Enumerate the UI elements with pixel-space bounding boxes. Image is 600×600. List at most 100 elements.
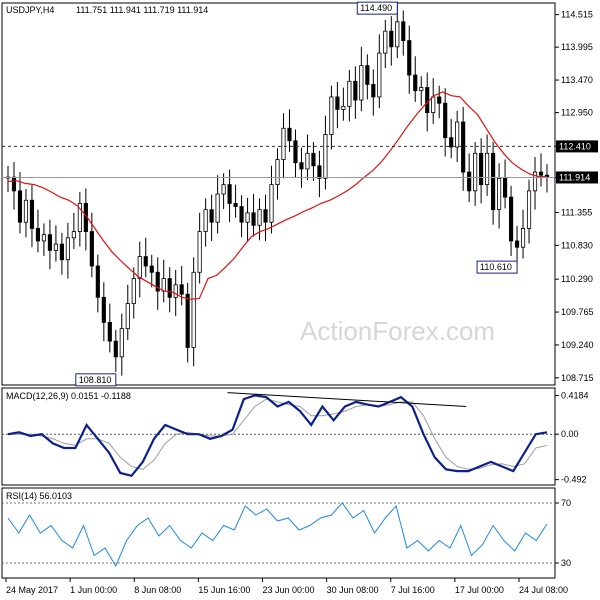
candle-body (365, 65, 370, 85)
candle-body (143, 256, 148, 267)
candle-body (485, 152, 490, 186)
candle-body (137, 256, 142, 279)
macd-line (7, 394, 548, 478)
watermark: ActionForex.com (300, 316, 495, 346)
chart-title: USDJPY,H4 (6, 5, 54, 15)
candle-body (59, 243, 64, 261)
candle-body (95, 265, 100, 298)
candle-body (53, 243, 58, 251)
candle-body (532, 171, 538, 192)
candle-body (401, 21, 406, 41)
candle-body (149, 265, 154, 273)
candle-body (263, 209, 268, 223)
candle-body (538, 171, 544, 176)
candle-body (65, 237, 70, 261)
candle-body (173, 284, 178, 298)
candle-body (455, 121, 460, 148)
candle-body (89, 231, 94, 267)
price-ytick-label: 108.715 (561, 373, 594, 383)
candle-body (311, 152, 316, 167)
hline-label: 112.410 (559, 141, 591, 151)
candle-body (467, 171, 472, 192)
candle-body (209, 209, 214, 223)
macd-panel-frame (1, 387, 556, 486)
candle-body (479, 152, 484, 186)
candle-body (526, 190, 532, 229)
price-ytick-label: 110.290 (561, 274, 593, 284)
price-ytick-label: 111.355 (561, 207, 592, 217)
price-ytick-label: 114.515 (561, 10, 593, 20)
macd-title: MACD(12,26,9) 0.0151 -0.1188 (6, 391, 131, 401)
candle-body (41, 234, 47, 242)
candle-body (473, 152, 478, 192)
rsi-line (7, 502, 548, 568)
candle-body (437, 96, 442, 104)
candle-body (155, 271, 160, 292)
candle-body (503, 177, 508, 198)
candle-body (161, 278, 166, 292)
candle-body (425, 87, 430, 113)
candle-body (353, 80, 358, 101)
candle-body (377, 52, 382, 98)
candle-body (497, 177, 502, 211)
candle-body (215, 193, 220, 223)
rsi-ytick-label: 70 (561, 498, 571, 508)
candle-body (347, 80, 352, 107)
xtick-label: 7 Jul 16:00 (391, 585, 435, 595)
candle-body (371, 84, 376, 98)
candle-body (101, 296, 106, 323)
candle-body (197, 231, 202, 273)
candle-body (35, 228, 41, 242)
candle-body (407, 40, 412, 76)
macd-ytick-label: -0.492 (561, 475, 587, 485)
candle-body (23, 199, 29, 223)
candle-body (191, 271, 196, 348)
candle-body (167, 278, 172, 298)
candle-body (341, 105, 346, 110)
annotation-box (476, 260, 518, 274)
candle-body (508, 196, 514, 242)
candle-body (419, 87, 424, 92)
candle-body (221, 184, 226, 195)
hline-label: 111.914 (559, 172, 590, 182)
candle-body (107, 321, 112, 342)
candle-body (179, 284, 184, 295)
macd-ytick-label: 0.00 (561, 429, 579, 439)
xtick-label: 15 Jun 16:00 (198, 585, 250, 595)
candle-body (413, 74, 418, 92)
rsi-panel-frame (1, 487, 556, 579)
xtick-label: 1 Jun 00:00 (70, 585, 117, 595)
moving-average-line (7, 91, 548, 300)
candle-body (323, 134, 328, 179)
candle-body (71, 231, 76, 239)
annotation-box (75, 373, 117, 387)
candle-body (514, 240, 520, 248)
annotation-label: 114.490 (360, 3, 392, 13)
candle-body (47, 234, 52, 251)
candle-body (317, 165, 322, 179)
hline-label-box (556, 140, 598, 153)
hline-label-box (556, 171, 598, 184)
xtick-label: 23 Jun 00:00 (263, 585, 315, 595)
price-panel-frame (1, 2, 556, 386)
annotation-box (356, 1, 398, 15)
candle-body (131, 278, 136, 304)
annotation-label: 110.610 (480, 262, 512, 272)
ohlc-readout: 111.751 111.941 111.719 111.914 (76, 5, 208, 15)
candle-body (227, 184, 232, 204)
xtick-label: 24 Jul 08:00 (519, 585, 568, 595)
candle-body (17, 190, 23, 223)
candle-body (383, 30, 388, 54)
price-ytick-label: 113.470 (561, 75, 593, 85)
candle-body (329, 96, 334, 135)
candle-body (125, 303, 130, 330)
candle-body (431, 96, 436, 113)
candle-body (245, 212, 250, 223)
candle-body (305, 152, 310, 170)
candle-body (239, 206, 244, 223)
candle-body (359, 65, 364, 101)
candle-body (275, 159, 280, 186)
xtick-label: 17 Jul 00:00 (455, 585, 504, 595)
